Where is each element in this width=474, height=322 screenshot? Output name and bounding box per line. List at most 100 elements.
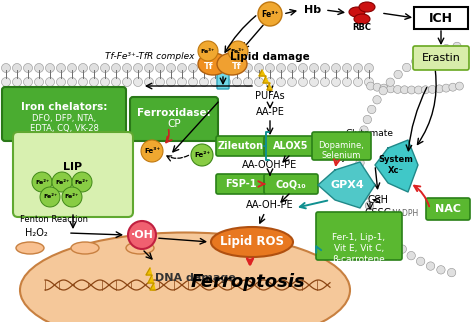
Circle shape [67,63,76,72]
Ellipse shape [211,227,293,257]
Text: PUFAs: PUFAs [255,91,285,101]
Circle shape [134,78,143,87]
Text: Dopamine,: Dopamine, [318,140,364,149]
Circle shape [141,140,163,162]
FancyBboxPatch shape [2,87,126,141]
Circle shape [356,170,365,178]
Circle shape [401,86,409,94]
Circle shape [437,266,445,274]
Circle shape [32,172,52,192]
Circle shape [331,78,340,87]
Text: Tf: Tf [232,62,242,71]
Ellipse shape [20,232,350,322]
Ellipse shape [349,7,365,17]
Text: Zileuton: Zileuton [218,141,264,151]
Circle shape [233,63,241,72]
Text: FSP-1: FSP-1 [225,179,257,189]
Circle shape [12,78,21,87]
Text: DFO, DFP, NTA,: DFO, DFP, NTA, [32,113,96,122]
Circle shape [177,78,186,87]
Text: Cystine: Cystine [335,153,369,162]
Circle shape [255,78,264,87]
Ellipse shape [217,53,247,75]
FancyBboxPatch shape [414,7,468,29]
Circle shape [447,269,456,277]
Text: Fe³⁺: Fe³⁺ [201,49,215,53]
Circle shape [265,63,274,72]
Circle shape [387,85,395,93]
FancyBboxPatch shape [217,65,229,89]
Circle shape [122,63,131,72]
Circle shape [411,57,420,66]
Circle shape [310,63,319,72]
FancyBboxPatch shape [216,136,266,156]
Circle shape [299,78,308,87]
Text: Iron chelators:: Iron chelators: [21,102,107,112]
Text: DNA damage: DNA damage [155,273,236,283]
Circle shape [343,63,352,72]
Circle shape [456,82,464,90]
Circle shape [191,144,213,166]
Circle shape [24,63,33,72]
Circle shape [421,52,430,61]
Circle shape [354,78,363,87]
Text: Fe²⁺: Fe²⁺ [35,179,49,185]
Text: System
Xc⁻: System Xc⁻ [379,155,413,175]
Circle shape [310,78,319,87]
Text: Hb: Hb [304,5,321,15]
Text: Ferroxidase:: Ferroxidase: [137,108,211,118]
Circle shape [373,96,381,104]
Circle shape [398,245,407,253]
Circle shape [376,221,384,229]
Circle shape [453,42,461,51]
Circle shape [366,82,374,90]
Circle shape [56,78,65,87]
Circle shape [361,191,370,199]
Circle shape [414,86,422,94]
Circle shape [442,44,450,53]
Text: H₂O₂: H₂O₂ [25,228,48,238]
Ellipse shape [126,242,154,254]
Circle shape [356,147,365,156]
Circle shape [320,78,329,87]
Text: Tf-Fe³⁺-TfR complex: Tf-Fe³⁺-TfR complex [105,52,194,61]
Circle shape [35,78,44,87]
Circle shape [189,63,198,72]
Circle shape [407,251,415,260]
Text: Fe²⁺: Fe²⁺ [194,152,210,158]
Circle shape [390,238,398,246]
Circle shape [46,63,55,72]
Circle shape [56,63,65,72]
Circle shape [46,78,55,87]
Circle shape [427,262,435,270]
Circle shape [189,78,198,87]
Circle shape [288,63,297,72]
Circle shape [1,63,10,72]
Polygon shape [259,70,272,90]
Circle shape [373,83,381,91]
Ellipse shape [354,14,370,24]
Circle shape [442,84,450,92]
Text: GPX4: GPX4 [330,180,364,190]
Text: ICH: ICH [429,12,453,24]
Circle shape [365,78,374,87]
Circle shape [228,41,248,61]
Circle shape [299,63,308,72]
Text: NAC: NAC [435,204,461,214]
FancyBboxPatch shape [13,132,133,217]
Circle shape [12,63,21,72]
Circle shape [24,78,33,87]
Ellipse shape [16,242,44,254]
Circle shape [52,172,72,192]
Circle shape [166,63,175,72]
Circle shape [356,158,364,167]
Circle shape [435,85,443,93]
Ellipse shape [71,242,99,254]
FancyBboxPatch shape [312,132,371,160]
Circle shape [383,230,391,238]
Polygon shape [375,140,418,192]
Circle shape [111,63,120,72]
Text: Tf: Tf [204,62,214,71]
Circle shape [67,78,76,87]
Circle shape [200,78,209,87]
